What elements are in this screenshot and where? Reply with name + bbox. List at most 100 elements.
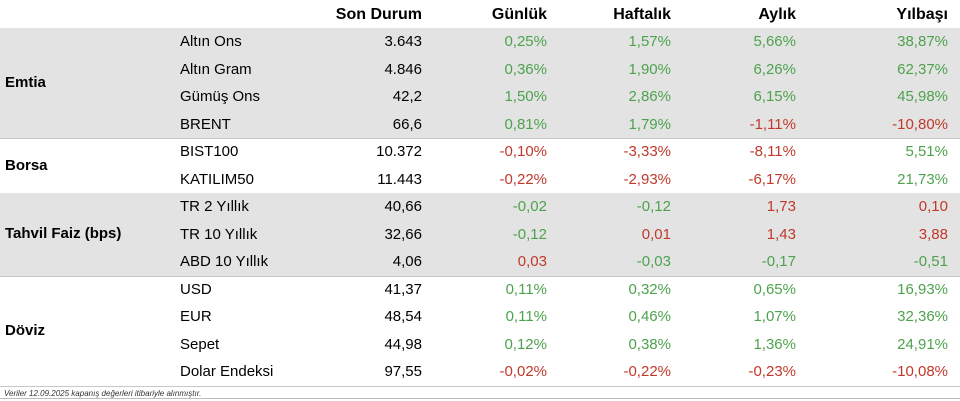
table-row: Altın Gram 4.846 0,36% 1,90% 6,26% 62,37% <box>0 56 960 84</box>
row-weekly: 1,90% <box>628 60 671 78</box>
group-label: Tahvil Faiz (bps) <box>5 225 122 243</box>
row-weekly: 1,57% <box>628 33 671 50</box>
row-monthly: 1,43 <box>766 225 796 243</box>
row-monthly: -8,11% <box>749 143 796 160</box>
row-weekly: 0,46% <box>628 308 671 325</box>
row-name: BRENT <box>180 115 231 133</box>
row-monthly: 0,65% <box>753 280 796 298</box>
row-last-value: 41,37 <box>384 280 422 298</box>
row-monthly: -0,23% <box>748 363 796 380</box>
row-weekly: 2,86% <box>628 88 671 105</box>
group-label: Emtia <box>5 74 46 91</box>
row-last-value: 4.846 <box>384 60 422 78</box>
header-gunluk: Günlük <box>491 6 547 23</box>
header-aylik: Aylık <box>758 6 796 23</box>
row-weekly: -2,93% <box>623 170 671 188</box>
row-daily: 0,11% <box>505 280 547 298</box>
bottom-divider <box>0 398 960 399</box>
table-row: EUR 48,54 0,11% 0,46% 1,07% 32,36% <box>0 303 960 331</box>
row-daily: 0,36% <box>504 60 547 78</box>
row-monthly: -6,17% <box>748 170 796 188</box>
group-divider <box>0 138 960 139</box>
row-daily: -0,12 <box>512 225 547 243</box>
row-daily: 0,25% <box>504 33 547 50</box>
row-last-value: 48,54 <box>384 308 422 325</box>
row-name: USD <box>180 280 212 298</box>
row-name: EUR <box>180 308 212 325</box>
row-weekly: -3,33% <box>623 143 671 160</box>
row-name: BIST100 <box>180 143 239 160</box>
table-row: Sepet 44,98 0,12% 0,38% 1,36% 24,91% <box>0 331 960 359</box>
row-weekly: 0,32% <box>628 280 671 298</box>
group-3: Döviz USD 41,37 0,11% 0,32% 0,65% 16,93% EUR 48,… <box>0 276 960 386</box>
group-label: Borsa <box>5 156 48 174</box>
row-monthly: 6,26% <box>753 60 796 78</box>
row-daily: -0,02 <box>512 198 547 215</box>
table-row: KATILIM50 11.443 -0,22% -2,93% -6,17% 21,73% <box>0 166 960 194</box>
row-name: Dolar Endeksi <box>180 363 274 380</box>
row-ytd: 0,10 <box>918 198 948 215</box>
row-name: Altın Ons <box>180 33 242 50</box>
table-row: Gümüş Ons 42,2 1,50% 2,86% 6,15% 45,98% <box>0 83 960 111</box>
row-name: Sepet <box>180 335 220 353</box>
row-daily: -0,10% <box>499 143 547 160</box>
group-divider <box>0 385 960 387</box>
row-monthly: 1,73 <box>766 198 796 215</box>
row-monthly: 1,07% <box>753 308 796 325</box>
row-name: TR 10 Yıllık <box>180 225 258 243</box>
row-weekly: 0,38% <box>628 335 671 353</box>
row-last-value: 4,06 <box>392 253 422 270</box>
header-son-durum: Son Durum <box>335 6 422 23</box>
header-haftalik: Haftalık <box>613 6 671 23</box>
row-ytd: -0,51 <box>913 253 948 270</box>
row-ytd: 5,51% <box>905 143 948 160</box>
group-0: Emtia Altın Ons 3.643 0,25% 1,57% 5,66% 38,87%… <box>0 28 960 138</box>
row-weekly: -0,22% <box>623 363 671 380</box>
row-last-value: 66,6 <box>392 115 422 133</box>
row-last-value: 97,55 <box>384 363 422 380</box>
row-name: Altın Gram <box>180 60 252 78</box>
row-monthly: 6,15% <box>753 88 796 105</box>
row-weekly: 1,79% <box>628 115 671 133</box>
table-row: TR 10 Yıllık 32,66 -0,12 0,01 1,43 3,88 <box>0 221 960 249</box>
row-name: TR 2 Yıllık <box>180 198 249 215</box>
row-ytd: 21,73% <box>897 170 948 188</box>
row-weekly: -0,03 <box>636 253 671 270</box>
row-daily: 0,81% <box>504 115 547 133</box>
row-monthly: -0,17 <box>761 253 796 270</box>
row-daily: -0,02% <box>499 363 547 380</box>
table-row: ABD 10 Yıllık 4,06 0,03 -0,03 -0,17 -0,51 <box>0 248 960 276</box>
table-row: Altın Ons 3.643 0,25% 1,57% 5,66% 38,87% <box>0 28 960 56</box>
row-daily: 1,50% <box>504 88 547 105</box>
row-daily: 0,03 <box>517 253 547 270</box>
row-ytd: 3,88 <box>918 225 948 243</box>
row-ytd: -10,80% <box>892 115 948 133</box>
table-row: Dolar Endeksi 97,55 -0,02% -0,22% -0,23% -10,… <box>0 358 960 386</box>
row-last-value: 40,66 <box>384 198 422 215</box>
row-ytd: 32,36% <box>897 308 948 325</box>
row-ytd: 24,91% <box>897 335 948 353</box>
row-last-value: 42,2 <box>392 88 422 105</box>
row-name: Gümüş Ons <box>180 88 261 105</box>
row-last-value: 44,98 <box>384 335 422 353</box>
group-label: Döviz <box>5 321 46 339</box>
row-name: ABD 10 Yıllık <box>180 253 269 270</box>
footnote: Veriler 12.09.2025 kapanış değerleri iti… <box>4 389 202 398</box>
row-last-value: 11.443 <box>377 170 422 188</box>
table-row: TR 2 Yıllık 40,66 -0,02 -0,12 1,73 0,10 <box>0 193 960 221</box>
table-header: Son Durum Günlük Haftalık Aylık Yılbaşı <box>0 0 960 28</box>
header-yilbasi: Yılbaşı <box>896 6 948 23</box>
group-1: Borsa BIST100 10.372 -0,10% -3,33% -8,11% 5,51… <box>0 138 960 193</box>
table-row: USD 41,37 0,11% 0,32% 0,65% 16,93% <box>0 276 960 304</box>
row-last-value: 32,66 <box>384 225 422 243</box>
table-row: BRENT 66,6 0,81% 1,79% -1,11% -10,80% <box>0 111 960 139</box>
row-monthly: 5,66% <box>753 33 796 50</box>
row-monthly: 1,36% <box>753 335 796 353</box>
row-daily: -0,22% <box>499 170 547 188</box>
row-daily: 0,11% <box>505 308 547 325</box>
table-row: BIST100 10.372 -0,10% -3,33% -8,11% 5,51% <box>0 138 960 166</box>
row-weekly: -0,12 <box>636 198 671 215</box>
row-ytd: 38,87% <box>897 33 948 50</box>
row-last-value: 10.372 <box>376 143 422 160</box>
row-ytd: 62,37% <box>897 60 948 78</box>
